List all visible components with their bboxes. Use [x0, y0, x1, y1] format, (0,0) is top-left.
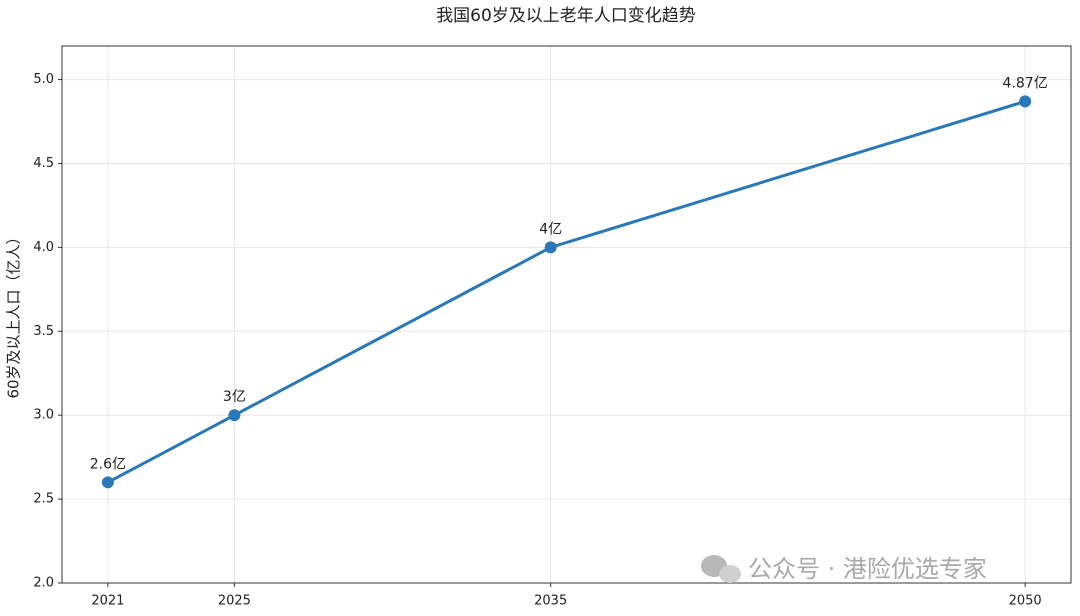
chart-title: 我国60岁及以上老年人口变化趋势	[436, 6, 696, 26]
point	[101, 476, 114, 489]
x-tick-label: 2050	[1009, 594, 1042, 609]
point	[544, 241, 557, 254]
y-tick-label: 2.0	[33, 576, 54, 591]
point	[1019, 95, 1032, 108]
value-label: 4亿	[539, 221, 562, 237]
watermark-icon	[701, 555, 741, 583]
value-label: 4.87亿	[1003, 75, 1048, 91]
x-tick-label: 2025	[218, 594, 251, 609]
value-label: 2.6亿	[90, 456, 126, 472]
value-label: 3亿	[223, 389, 246, 405]
y-tick-label: 5.0	[33, 72, 54, 87]
point	[228, 409, 241, 422]
line	[107, 99, 1026, 484]
x-tick-label: 2035	[534, 594, 567, 609]
y-tick-label: 4.0	[33, 240, 54, 255]
watermark: 公众号 · 港险优选专家	[748, 555, 987, 583]
x-tick-label: 2021	[91, 594, 124, 609]
y-axis-label: 60岁及以上人口（亿人）	[5, 229, 23, 398]
plot-frame	[61, 45, 1072, 584]
y-tick-label: 2.5	[33, 492, 54, 507]
y-tick-label: 3.0	[33, 408, 54, 423]
y-tick-label: 3.5	[33, 324, 54, 339]
y-tick-label: 4.5	[33, 156, 54, 171]
